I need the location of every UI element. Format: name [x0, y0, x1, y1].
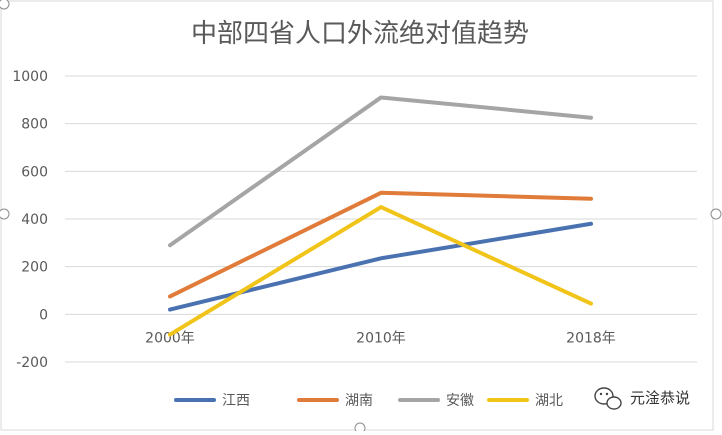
legend: 江西 湖南 安徽 湖北: [174, 393, 563, 409]
series-lines: [168, 95, 593, 337]
series-line-2: [168, 95, 593, 248]
y-tick-label: -200: [16, 355, 48, 371]
resize-handle-bottom-mid[interactable]: [354, 422, 366, 434]
watermark-text: 元淦恭说: [630, 389, 690, 407]
y-tick-label: 0: [39, 307, 48, 323]
series-line-3: [168, 205, 593, 337]
y-tick-label: 600: [21, 164, 48, 180]
watermark: 元淦恭说: [594, 387, 690, 410]
x-tick-label: 2010年: [356, 330, 406, 346]
chart-title: 中部四省人口外流绝对值趋势: [191, 19, 529, 49]
series-line-1: [168, 190, 593, 299]
resize-handle-left-mid[interactable]: [0, 208, 10, 220]
legend-label: 湖南: [345, 393, 373, 409]
chart-border: [0, 0, 714, 431]
x-axis-ticks: 2000年 2010年 2018年: [145, 330, 616, 346]
wechat-icon: [594, 387, 622, 410]
y-tick-label: 800: [21, 117, 48, 133]
legend-label: 安徽: [446, 393, 474, 409]
legend-label: 江西: [222, 393, 250, 409]
y-axis-ticks: 1000 800 600 400 200 0 -200: [12, 69, 48, 371]
y-tick-label: 400: [21, 212, 48, 228]
legend-label: 湖北: [535, 393, 563, 409]
gridlines: [65, 75, 697, 363]
y-tick-label: 1000: [12, 69, 48, 85]
x-tick-label: 2000年: [145, 330, 195, 346]
resize-handle-top-left[interactable]: [0, 0, 10, 10]
y-tick-label: 200: [21, 260, 48, 276]
resize-handle-right-mid[interactable]: [710, 208, 722, 220]
x-tick-label: 2018年: [566, 330, 616, 346]
